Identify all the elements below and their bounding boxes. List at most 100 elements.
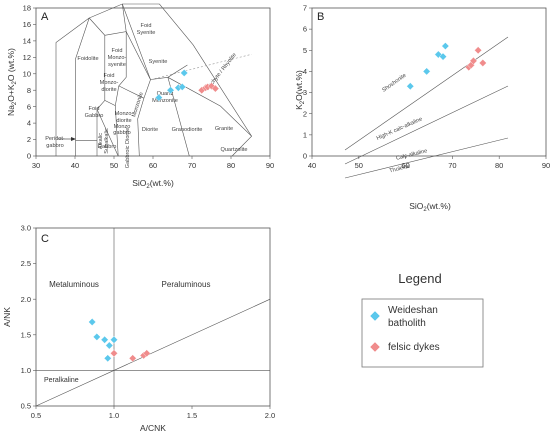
y-tick-label: 6 <box>27 102 31 111</box>
point-felsic-dyke <box>211 84 220 93</box>
x-tick-label: 80 <box>495 161 503 170</box>
series-boundary-line <box>344 36 509 151</box>
field-quartzolite: Quartzolite <box>220 147 247 153</box>
panel-a: A 30 40 50 60 70 80 90 0 2 4 6 8 10 12 14 16 18 Foidolit… <box>6 4 274 190</box>
panel-c-ylabel: A/NK <box>2 307 12 327</box>
x-tick-label: 90 <box>266 161 274 170</box>
tas-boundary <box>118 85 145 99</box>
point-weideshan <box>180 69 189 77</box>
y-tick-label: 12 <box>23 53 31 62</box>
field-diorite: Diorite <box>142 127 158 133</box>
x-tick-label: 60 <box>401 161 409 170</box>
panel-c: C 0.5 1.0 1.5 2.0 0.5 1.0 1.5 2.0 2.5 3.0 Metalum… <box>2 224 275 433</box>
point-felsic-dyke <box>474 46 483 55</box>
field-monzodiorite: Monzo-diorite <box>115 111 134 124</box>
y-tick-label: 2.5 <box>21 259 31 268</box>
field-foid-gabbro: Foid Gabbro <box>85 106 104 119</box>
tas-boundary <box>104 31 127 157</box>
x-tick-label: 40 <box>71 161 79 170</box>
legend-marker-felsic-dykes <box>369 341 381 353</box>
legend-box <box>361 298 484 368</box>
tas-boundary <box>89 3 252 157</box>
field-granodiorite: Granodiorite <box>172 127 203 133</box>
field-tholeiite: Tholeiite <box>389 164 411 175</box>
panel-c-field-lines <box>35 228 271 407</box>
y-tick-label: 0 <box>27 152 31 161</box>
tas-boundary <box>55 17 90 156</box>
point-felsic-dyke <box>469 56 478 65</box>
point-felsic-dyke <box>128 354 137 363</box>
y-tick-label: 0 <box>303 152 307 161</box>
panel-c-xlabel: A/CNK <box>140 423 166 433</box>
field-peraluminous: Peraluminous <box>162 280 211 289</box>
tas-boundary <box>122 3 151 157</box>
panel-b: B 40 50 60 70 80 90 0 1 2 3 4 5 6 7 Shoshonite High-K… <box>294 4 550 213</box>
field-syenite: Syenite <box>149 59 168 65</box>
x-tick-label: 50 <box>110 161 118 170</box>
y-tick-label: 2 <box>303 109 307 118</box>
x-tick-label: 30 <box>32 161 40 170</box>
y-tick-label: 6 <box>303 25 307 34</box>
series-boundary-line <box>344 85 509 165</box>
point-weideshan <box>166 86 175 95</box>
field-shoshonite: Shoshonite <box>381 73 407 94</box>
y-tick-label: 4 <box>27 119 31 128</box>
point-weideshan <box>154 93 163 102</box>
panel-b-frame <box>311 7 547 157</box>
field-granite: Granite <box>215 126 233 132</box>
y-tick-label: 16 <box>23 20 31 29</box>
y-tick-label: 2.0 <box>21 295 31 304</box>
point-weideshan <box>422 67 431 76</box>
tas-boundary <box>75 17 90 156</box>
point-felsic-dyke <box>110 349 118 358</box>
y-tick-label: 1.5 <box>21 330 31 339</box>
panel-c-field-labels: Metaluminous Peraluminous Peralkaline <box>44 280 210 384</box>
legend-title: Legend <box>398 271 441 286</box>
point-weideshan <box>100 335 109 344</box>
field-gabbroic-diorite: Gabbroic Diorite <box>125 128 131 168</box>
point-felsic-dyke <box>142 349 151 358</box>
x-tick-label: 50 <box>355 161 363 170</box>
panel-c-ticks: 0.5 1.0 1.5 2.0 0.5 1.0 1.5 2.0 2.5 3.0 <box>21 224 276 420</box>
alkalic-divide-dashed <box>150 54 252 80</box>
point-weideshan <box>439 52 447 61</box>
field-metaluminous: Metaluminous <box>49 280 99 289</box>
tas-boundary <box>122 3 188 80</box>
legend-markers <box>369 310 381 353</box>
tas-boundary <box>96 109 119 157</box>
x-tick-label: 70 <box>448 161 456 170</box>
y-tick-label: 3.0 <box>21 224 31 233</box>
legend-label-weideshan: Weideshan batholith <box>388 305 438 329</box>
x-tick-label: 2.0 <box>265 411 275 420</box>
field-alkalic-subalkalic: AlkalicSubalkalic <box>98 128 110 154</box>
panel-b-ylabel: K2O(wt.%) <box>294 70 306 110</box>
panel-b-points <box>406 42 487 91</box>
point-weideshan <box>105 341 114 350</box>
y-tick-label: 7 <box>303 4 307 13</box>
legend: Legend Weideshan batholith felsic dykes <box>361 271 484 368</box>
y-tick-label: 0.5 <box>21 402 31 411</box>
point-weideshan <box>92 333 101 341</box>
panel-a-letter: A <box>41 11 49 23</box>
field-foidolite: Foidolite <box>77 56 98 62</box>
y-tick-label: 10 <box>23 69 31 78</box>
x-tick-label: 90 <box>542 161 550 170</box>
x-tick-label: 80 <box>227 161 235 170</box>
panel-a-ticks: 30 40 50 60 70 80 90 0 2 4 6 8 10 12 14 16 18 <box>23 4 275 170</box>
panel-a-field-boundaries <box>55 3 252 157</box>
y-tick-label: 14 <box>23 36 31 45</box>
x-tick-label: 60 <box>149 161 157 170</box>
panel-b-ticks: 40 50 60 70 80 90 0 1 2 3 4 5 6 7 <box>303 4 550 170</box>
panel-a-xlabel: SiO2(wt.%) <box>132 178 174 190</box>
point-weideshan <box>434 50 443 59</box>
y-tick-label: 8 <box>27 86 31 95</box>
field-foid-syenite: Foid Syenite <box>137 23 156 36</box>
legend-label-felsic-dykes: felsic dykes <box>388 342 440 353</box>
field-monzo-gabbro: Monzo gabbro <box>113 124 130 136</box>
point-weideshan <box>103 354 112 363</box>
field-foid-monzodiorite: Foid Monzo-diorite <box>100 73 119 93</box>
y-tick-label: 18 <box>23 4 31 13</box>
field-foid-monzosyenite: Foid Monzo-syenite <box>108 48 127 68</box>
field-quartz-monzonite: Quartz Monzonite <box>152 91 178 104</box>
